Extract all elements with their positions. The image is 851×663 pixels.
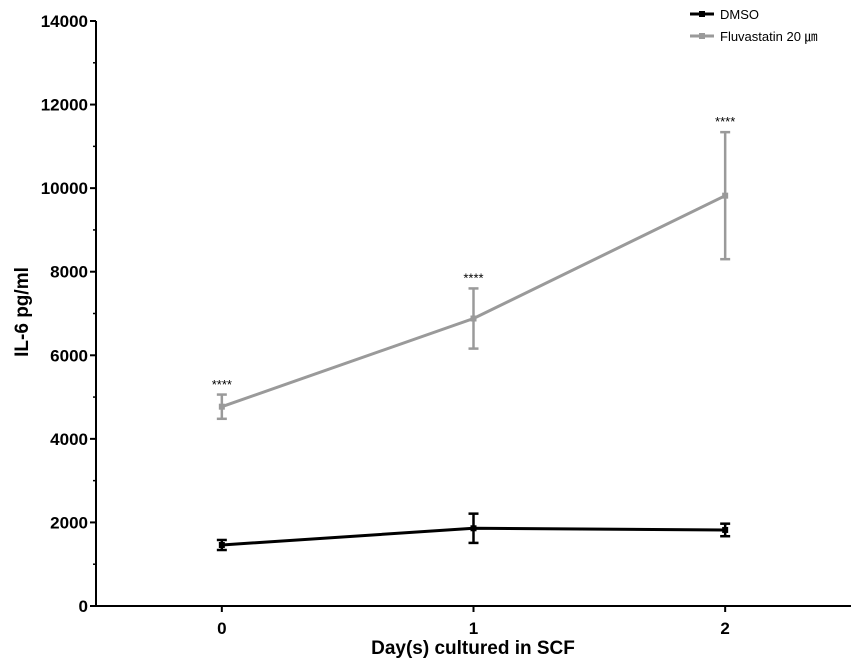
significance-label: **** <box>715 114 735 129</box>
y-tick-label: 2000 <box>50 513 88 532</box>
x-tick-label: 2 <box>720 619 729 638</box>
legend-marker <box>699 33 705 39</box>
y-tick-label: 0 <box>79 597 88 616</box>
data-point <box>722 526 729 533</box>
data-point <box>722 192 729 199</box>
y-tick-label: 12000 <box>41 96 88 115</box>
series-layer <box>216 130 731 552</box>
series-fluvastatin <box>216 130 731 421</box>
significance-label: **** <box>212 377 232 392</box>
significance-label: **** <box>463 270 483 285</box>
data-point <box>218 403 225 410</box>
data-point <box>470 525 477 532</box>
data-point <box>218 541 225 548</box>
x-tick-label: 0 <box>217 619 226 638</box>
series-dmso <box>216 512 731 552</box>
axes: 0 2000 4000 6000 8000 10000 12000 14000 0 1 2 <box>41 12 851 638</box>
y-tick-label: 14000 <box>41 12 88 31</box>
legend-label: DMSO <box>720 7 759 22</box>
y-tick-label: 10000 <box>41 179 88 198</box>
legend-label: Fluvastatin 20 ㎛ <box>720 29 818 45</box>
data-point <box>470 315 477 322</box>
x-tick-label: 1 <box>469 619 478 638</box>
y-axis-title: IL-6 pg/ml <box>12 267 33 357</box>
x-axis-title: Day(s) cultured in SCF <box>371 638 575 659</box>
annotations-layer: **** **** **** <box>212 114 736 392</box>
y-tick-label: 8000 <box>50 263 88 282</box>
legend: DMSO Fluvastatin 20 ㎛ <box>690 7 818 45</box>
y-tick-label: 6000 <box>50 346 88 365</box>
y-tick-label: 4000 <box>50 430 88 449</box>
legend-marker <box>699 11 705 17</box>
